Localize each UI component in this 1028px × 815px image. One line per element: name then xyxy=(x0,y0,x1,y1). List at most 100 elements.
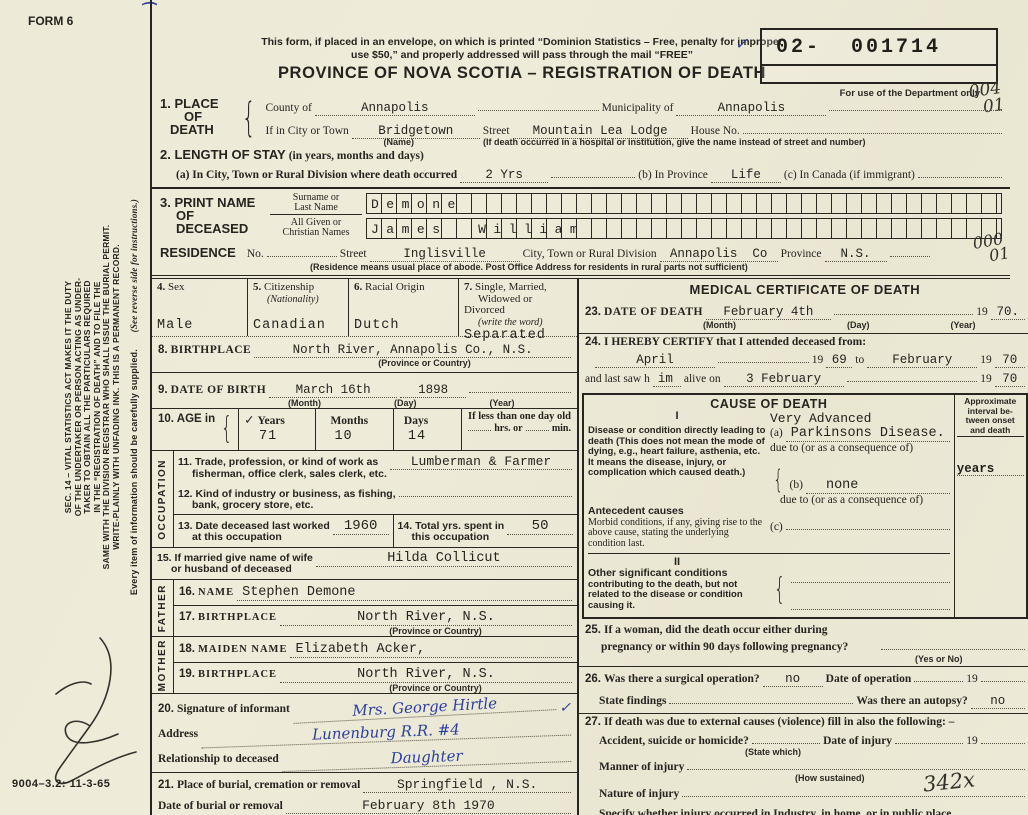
cause-a-label: (a) xyxy=(770,427,783,440)
accident-label: Accident, suicide or homicide? xyxy=(599,734,749,747)
pen-checkmark: ✓ xyxy=(559,699,571,716)
residence-city-label: City, Town or Rural Division xyxy=(522,248,657,261)
residence-province-value: N.S. xyxy=(824,247,887,263)
mailing-note: This form, if placed in an envelope, on … xyxy=(212,36,832,61)
residence-label: RESIDENCE xyxy=(160,245,236,261)
municipality-value: Annapolis xyxy=(676,101,827,116)
father-group: FATHER 16. NAME Stephen Demone 17. BIRTH… xyxy=(152,579,577,637)
day-sublabel: (Day) xyxy=(846,319,870,330)
trade-value: Lumberman & Farmer xyxy=(389,454,572,471)
year-prefix: 19 xyxy=(976,305,988,318)
father-name-value: Stephen Demone xyxy=(237,585,572,601)
father-birthplace-label: BIRTHPLACE xyxy=(198,611,278,623)
industry-label: bank, grocery store, etc. xyxy=(192,499,314,512)
brace-glyph: { xyxy=(773,572,786,608)
specify-injury-label: Specify whether injury occurred in Indus… xyxy=(599,808,952,815)
stay-province-value: Life xyxy=(710,168,781,183)
stay-city-value: 2 Yrs xyxy=(460,168,549,183)
cause-c-label: (c) xyxy=(770,520,783,533)
burial-place-value: Springfield , N.S. xyxy=(363,777,571,793)
house-no-label: House No. xyxy=(690,125,740,138)
part-one-numeral: I xyxy=(675,410,679,423)
father-birthplace-value: North River, N.S. xyxy=(280,610,572,626)
years-value: 71 xyxy=(259,429,278,445)
interval-column: Approximate interval be- tween onset and… xyxy=(953,395,1026,618)
mother-birthplace-label: BIRTHPLACE xyxy=(198,668,278,680)
section-title: OF xyxy=(184,109,203,124)
row-spouse: 15. If married give name of wife or husba… xyxy=(152,548,577,580)
nature-of-injury-label: Nature of injury xyxy=(599,787,680,800)
other-conditions-title: Other significant conditions xyxy=(588,567,728,580)
year-prefix: 19 xyxy=(966,673,978,686)
days-value: 14 xyxy=(407,429,427,445)
pregnancy-label: If a woman, did the death occur either d… xyxy=(604,624,828,637)
section-place-of-death: 1. PLACE OF DEATH { County of Annapolis … xyxy=(152,95,1010,148)
death-year-value: 70. xyxy=(990,305,1025,320)
row-sex-citizenship-origin-marital: 4. Sex Male 5. Citizenship (Nationality) … xyxy=(152,279,577,343)
citizenship-sublabel: (Nationality) xyxy=(267,293,319,305)
surname-label: Surname or xyxy=(292,191,340,203)
attended-to-year: 70 xyxy=(994,353,1025,368)
mailing-note-line1: This form, if placed in an envelope, on … xyxy=(261,36,783,48)
hand-code: 01 xyxy=(987,242,1011,266)
surname-value: Demone xyxy=(371,197,463,213)
year-sublabel: (Year) xyxy=(950,319,976,330)
row-attended: 24. I HEREBY CERTIFY that I attended dec… xyxy=(579,334,1028,391)
field-number: 25. xyxy=(585,624,601,637)
less-than-day-label: If less than one day old xyxy=(468,411,571,423)
interval-header: and death xyxy=(956,425,1024,438)
street-value: Mountain Lea Lodge xyxy=(512,124,688,140)
attended-label: I HEREBY CERTIFY that I attended decease… xyxy=(604,335,867,348)
pregnancy-label: pregnancy or within 90 days following pr… xyxy=(601,640,849,653)
age-checkmark: ✓ xyxy=(245,413,254,430)
interval-header: Approximate xyxy=(964,396,1017,407)
injury-date-label: Date of injury xyxy=(823,734,893,747)
section-title: OF DECEASED xyxy=(176,208,249,237)
cause-a-line1: Very Advanced xyxy=(770,411,872,427)
stay-canada-label: (c) In Canada (if immigrant) xyxy=(783,168,915,181)
alive-on-label: alive on xyxy=(683,373,721,386)
state-which-sublabel: (State which) xyxy=(745,746,802,757)
hospital-note: (If death occurred in a hospital or inst… xyxy=(482,137,866,148)
birth-year-value: 1898 xyxy=(400,383,467,398)
county-label: County of xyxy=(265,101,312,114)
reverse-side-note: (See reverse side for instructions.) xyxy=(129,198,139,333)
field-number: 4. xyxy=(157,281,166,294)
year-prefix: 19 xyxy=(980,353,992,366)
year-prefix: 19 xyxy=(966,734,978,747)
mother-vertical-label: MOTHER xyxy=(152,636,174,693)
citizenship-label: Citizenship xyxy=(264,281,315,294)
cause-b-label: (b) xyxy=(789,479,803,492)
form-title: PROVINCE OF NOVA SCOTIA – REGISTRATION O… xyxy=(277,64,767,82)
registration-number: 02- 001714 xyxy=(762,30,996,66)
disease-description: Disease or condition directly leading to… xyxy=(588,425,766,479)
marital-sublabel: (write the word) xyxy=(478,316,543,328)
birthplace-sublabel: (Province or Country) xyxy=(378,358,471,369)
row-birthplace: 8. BIRTHPLACE North River, Annapolis Co.… xyxy=(152,337,577,374)
residence-no-label: No. xyxy=(246,248,264,261)
informant-address-label: Address xyxy=(158,727,199,740)
days-label: Days xyxy=(403,415,429,428)
field-number: 14. xyxy=(397,519,413,532)
field-number: 13. xyxy=(178,519,193,532)
operation-date-label: Date of operation xyxy=(825,673,912,686)
section-number: 1. xyxy=(160,96,171,111)
county-value: Annapolis xyxy=(314,101,475,116)
min-label: min. xyxy=(551,422,571,434)
residence-street-label: Street xyxy=(339,248,367,261)
residence-street-value: Inglisville xyxy=(369,247,520,263)
attended-to-value: February xyxy=(867,353,978,368)
cause-of-death-title: CAUSE OF DEATH xyxy=(710,397,828,412)
field-number: 5. xyxy=(253,281,262,294)
field-number: 18. xyxy=(179,642,195,655)
form-body: This form, if placed in an envelope, on … xyxy=(150,0,1028,815)
marital-label: Single, Married, xyxy=(475,281,547,294)
field-number: 9. xyxy=(158,383,168,396)
autopsy-label: Was there an autopsy? xyxy=(856,694,968,707)
row-burial: 21. Place of burial, cremation or remova… xyxy=(152,773,577,815)
mother-maiden-name-label: MAIDEN NAME xyxy=(198,643,288,655)
field-number: 6. xyxy=(354,281,363,294)
antecedent-body: Morbid conditions, if any, giving rise t… xyxy=(588,516,763,549)
spouse-label: If married give name of wife xyxy=(174,551,313,564)
date-of-birth-value: March 16th xyxy=(269,383,398,398)
